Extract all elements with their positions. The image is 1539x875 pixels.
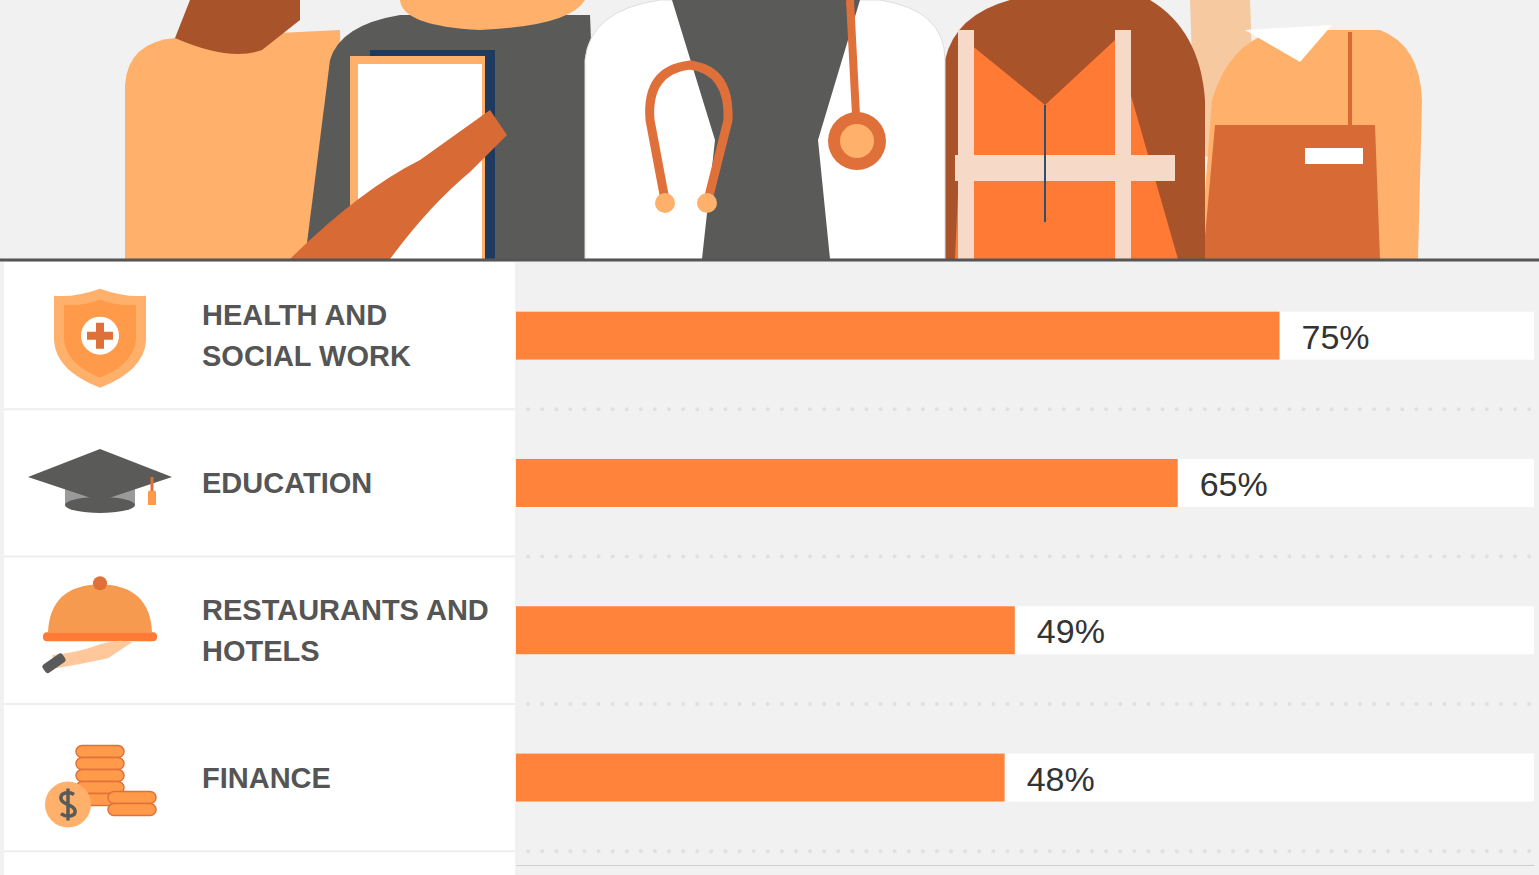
vest-stripe (955, 155, 1175, 181)
value-label: 75% (1302, 318, 1370, 356)
plot-area (516, 312, 1534, 802)
stethoscope-tube (850, 0, 856, 115)
category-label-line: HOTELS (202, 635, 320, 667)
category-label-line: HEALTH AND (202, 299, 387, 331)
stethoscope-ear (697, 193, 717, 213)
row-separator (4, 408, 515, 410)
icon-part (61, 789, 75, 821)
stethoscope-chest (828, 112, 886, 170)
icon-part (76, 770, 124, 782)
icon-part (93, 576, 107, 590)
icon-part (108, 804, 156, 816)
illustration (0, 0, 1539, 259)
vest-zip (1044, 105, 1046, 222)
category-label: EDUCATION (202, 467, 372, 499)
bar (516, 312, 1280, 360)
icon-part (76, 758, 124, 770)
icon-part (45, 782, 91, 828)
divider (0, 259, 1539, 262)
icon-part (81, 317, 119, 355)
person-arm (290, 110, 507, 259)
icons (28, 289, 172, 828)
bar (516, 459, 1178, 507)
vest-stripe (1115, 30, 1131, 259)
bar-track (516, 606, 1534, 654)
icon-part (43, 632, 157, 641)
category-label: RESTAURANTS AND HOTELS (202, 594, 489, 667)
label-panel (4, 262, 515, 875)
icon-part (41, 652, 66, 674)
chart: 75% 65% 49% 48% HEALTH AND SOCIAL WORK EDUCATI… (0, 0, 1539, 875)
category-label-line: RESTAURANTS AND (202, 594, 489, 626)
doctor-coat (585, 0, 945, 259)
name-tag (1305, 148, 1363, 164)
stethoscope (650, 65, 728, 200)
icon-part (54, 289, 146, 388)
icon-health (54, 289, 146, 388)
category-label-line: FINANCE (202, 762, 331, 794)
value-label: 48% (1027, 760, 1095, 798)
bar-track (516, 312, 1534, 360)
stethoscope-chest (840, 124, 874, 158)
category-label-line: EDUCATION (202, 467, 372, 499)
apron-strap (1348, 32, 1352, 125)
illustration-bg (0, 0, 1539, 259)
row-separator (4, 556, 515, 558)
icon-part (148, 491, 156, 505)
x-axis (517, 865, 1535, 866)
person (1200, 30, 1422, 259)
icon-part (52, 641, 132, 669)
icon-part (48, 584, 152, 632)
row-separator (4, 850, 515, 852)
icon-part (108, 792, 156, 804)
chart-bg (0, 262, 1539, 875)
bar (516, 754, 1005, 802)
person-neck (175, 0, 300, 54)
icon-part (76, 746, 124, 758)
person-scarf (400, 0, 585, 30)
category-label: HEALTH AND SOCIAL WORK (202, 299, 411, 372)
value-label: 65% (1200, 465, 1268, 503)
icon-finance (45, 746, 156, 828)
person-apron (1203, 125, 1380, 259)
person-vest (955, 40, 1178, 259)
row-separator (4, 703, 515, 705)
row-separator-dots (528, 555, 1539, 559)
bar (516, 606, 1015, 654)
bar-track (516, 754, 1534, 802)
row-separator-dots (528, 849, 1539, 853)
row-separator-dots (528, 407, 1539, 411)
axis-line (517, 865, 1535, 866)
bar-track (516, 459, 1534, 507)
person-collar (1245, 25, 1332, 62)
stethoscope-ear (655, 193, 675, 213)
category-label: FINANCE (202, 762, 331, 794)
row-separator-dots (528, 702, 1539, 706)
icon-education (28, 449, 172, 513)
icon-part (87, 323, 113, 349)
icon-restaurants (41, 576, 157, 674)
icon-part (64, 300, 136, 378)
category-label-line: SOCIAL WORK (202, 340, 411, 372)
person (935, 0, 1205, 259)
vest-stripe (958, 30, 974, 259)
value-label: 49% (1037, 612, 1105, 650)
